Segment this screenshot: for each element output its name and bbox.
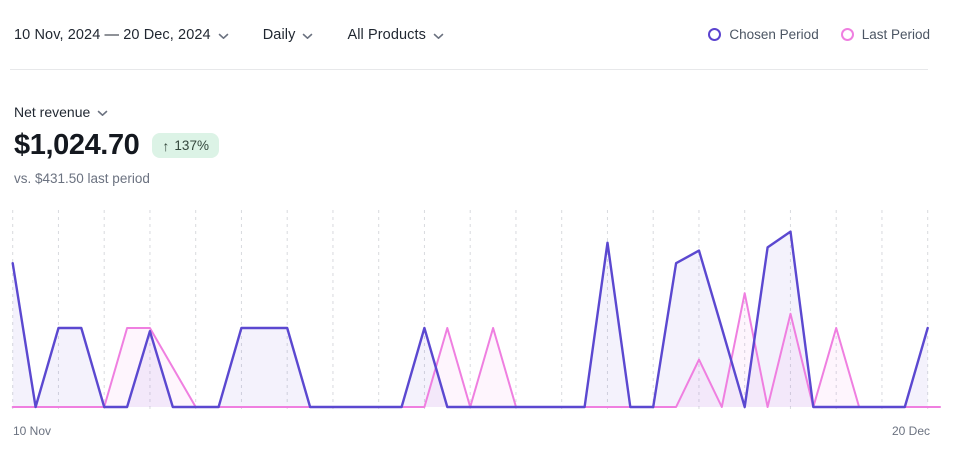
comparison-text: vs. $431.50 last period [14,171,150,186]
last-period-swatch-icon [840,28,854,41]
change-percent: 137% [174,138,209,153]
last-period-label: Last Period [861,27,930,42]
change-badge: ↑ 137% [152,133,219,158]
chevron-down-icon [433,27,444,45]
date-range-label: 10 Nov, 2024 — 20 Dec, 2024 [14,26,211,43]
chevron-down-icon [218,27,229,45]
date-range-dropdown[interactable]: 10 Nov, 2024 — 20 Dec, 2024 [14,25,229,45]
up-arrow-icon: ↑ [162,137,170,154]
chosen-period-swatch-icon [708,28,722,41]
metric-value-row: $1,024.70 ↑ 137% [14,129,219,162]
legend-item-last-period[interactable]: Last Period [840,27,930,42]
legend-item-chosen-period[interactable]: Chosen Period [708,27,819,42]
chevron-down-icon [302,27,313,45]
chosen-period-line[interactable] [11,230,929,409]
chart-legend: Chosen Period Last Period [708,27,930,42]
product-filter-dropdown[interactable]: All Products [347,25,444,45]
chevron-down-icon [97,104,108,122]
last-period-line[interactable] [11,292,941,408]
toolbar-divider [10,69,928,70]
revenue-chart-svg[interactable] [0,205,967,420]
revenue-chart[interactable] [0,205,967,420]
chosen-period-area [12,231,928,407]
last-period-area [12,293,940,407]
metric-selector-dropdown[interactable]: Net revenue [14,102,108,122]
x-axis-start-label: 10 Nov [13,424,52,438]
filter-group: 10 Nov, 2024 — 20 Dec, 2024 Daily All Pr… [14,25,444,45]
granularity-dropdown[interactable]: Daily [263,25,314,45]
chosen-period-label: Chosen Period [729,27,819,42]
metric-name-label: Net revenue [14,104,91,120]
toolbar: 10 Nov, 2024 — 20 Dec, 2024 Daily All Pr… [0,0,967,69]
metric-value: $1,024.70 [14,129,140,161]
x-axis-end-label: 20 Dec [891,424,930,438]
product-filter-label: All Products [347,26,427,43]
granularity-label: Daily [262,26,296,43]
